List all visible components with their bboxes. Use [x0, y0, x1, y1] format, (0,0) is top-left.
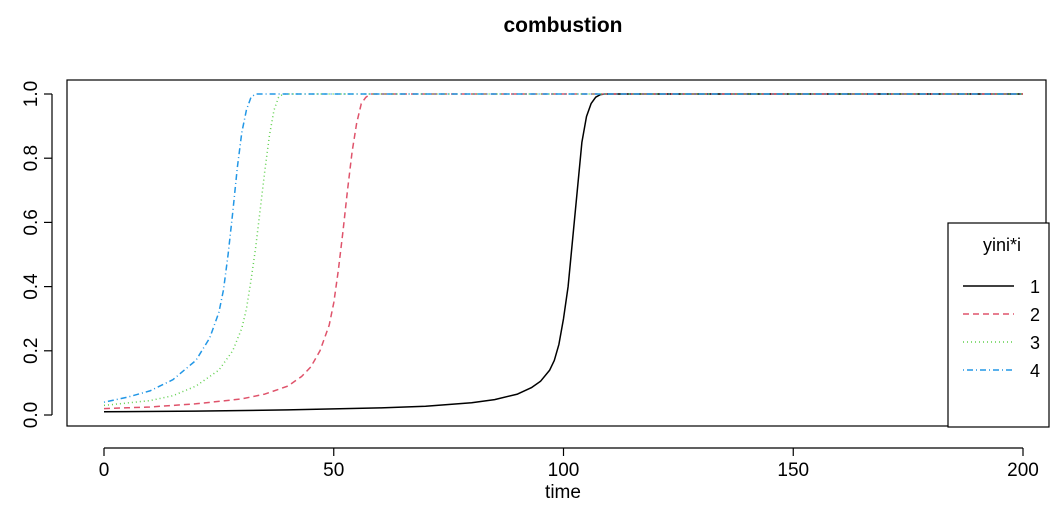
legend-label-4: 4 [1030, 361, 1040, 381]
x-tick-label: 100 [548, 460, 580, 481]
y-tick-label: 0.4 [21, 273, 42, 300]
x-tick-label: 0 [99, 460, 110, 481]
series-line-2 [104, 94, 1023, 409]
y-tick-label: 1.0 [21, 81, 42, 107]
series-line-3 [104, 94, 1023, 405]
legend: yini*i 1 2 3 4 [948, 223, 1049, 427]
chart-title: combustion [504, 14, 623, 37]
y-tick-label: 0.0 [21, 402, 42, 428]
y-tick-label: 0.6 [21, 209, 42, 235]
series-layer [104, 94, 1023, 412]
legend-label-2: 2 [1030, 305, 1040, 325]
x-tick-label: 200 [1007, 460, 1039, 481]
y-tick-label: 0.8 [21, 145, 42, 171]
legend-label-1: 1 [1030, 277, 1040, 297]
legend-label-3: 3 [1030, 333, 1040, 353]
series-line-4 [104, 94, 1023, 402]
x-axis: 0 50 100 150 200 [99, 448, 1039, 481]
x-tick-label: 50 [323, 460, 344, 481]
y-axis: 0.0 0.2 0.4 0.6 0.8 1.0 [21, 81, 52, 428]
y-tick-label: 0.2 [21, 338, 42, 364]
x-tick-label: 150 [777, 460, 809, 481]
x-axis-label: time [545, 482, 581, 503]
series-line-1 [104, 94, 1023, 412]
legend-title: yini*i [983, 235, 1021, 255]
